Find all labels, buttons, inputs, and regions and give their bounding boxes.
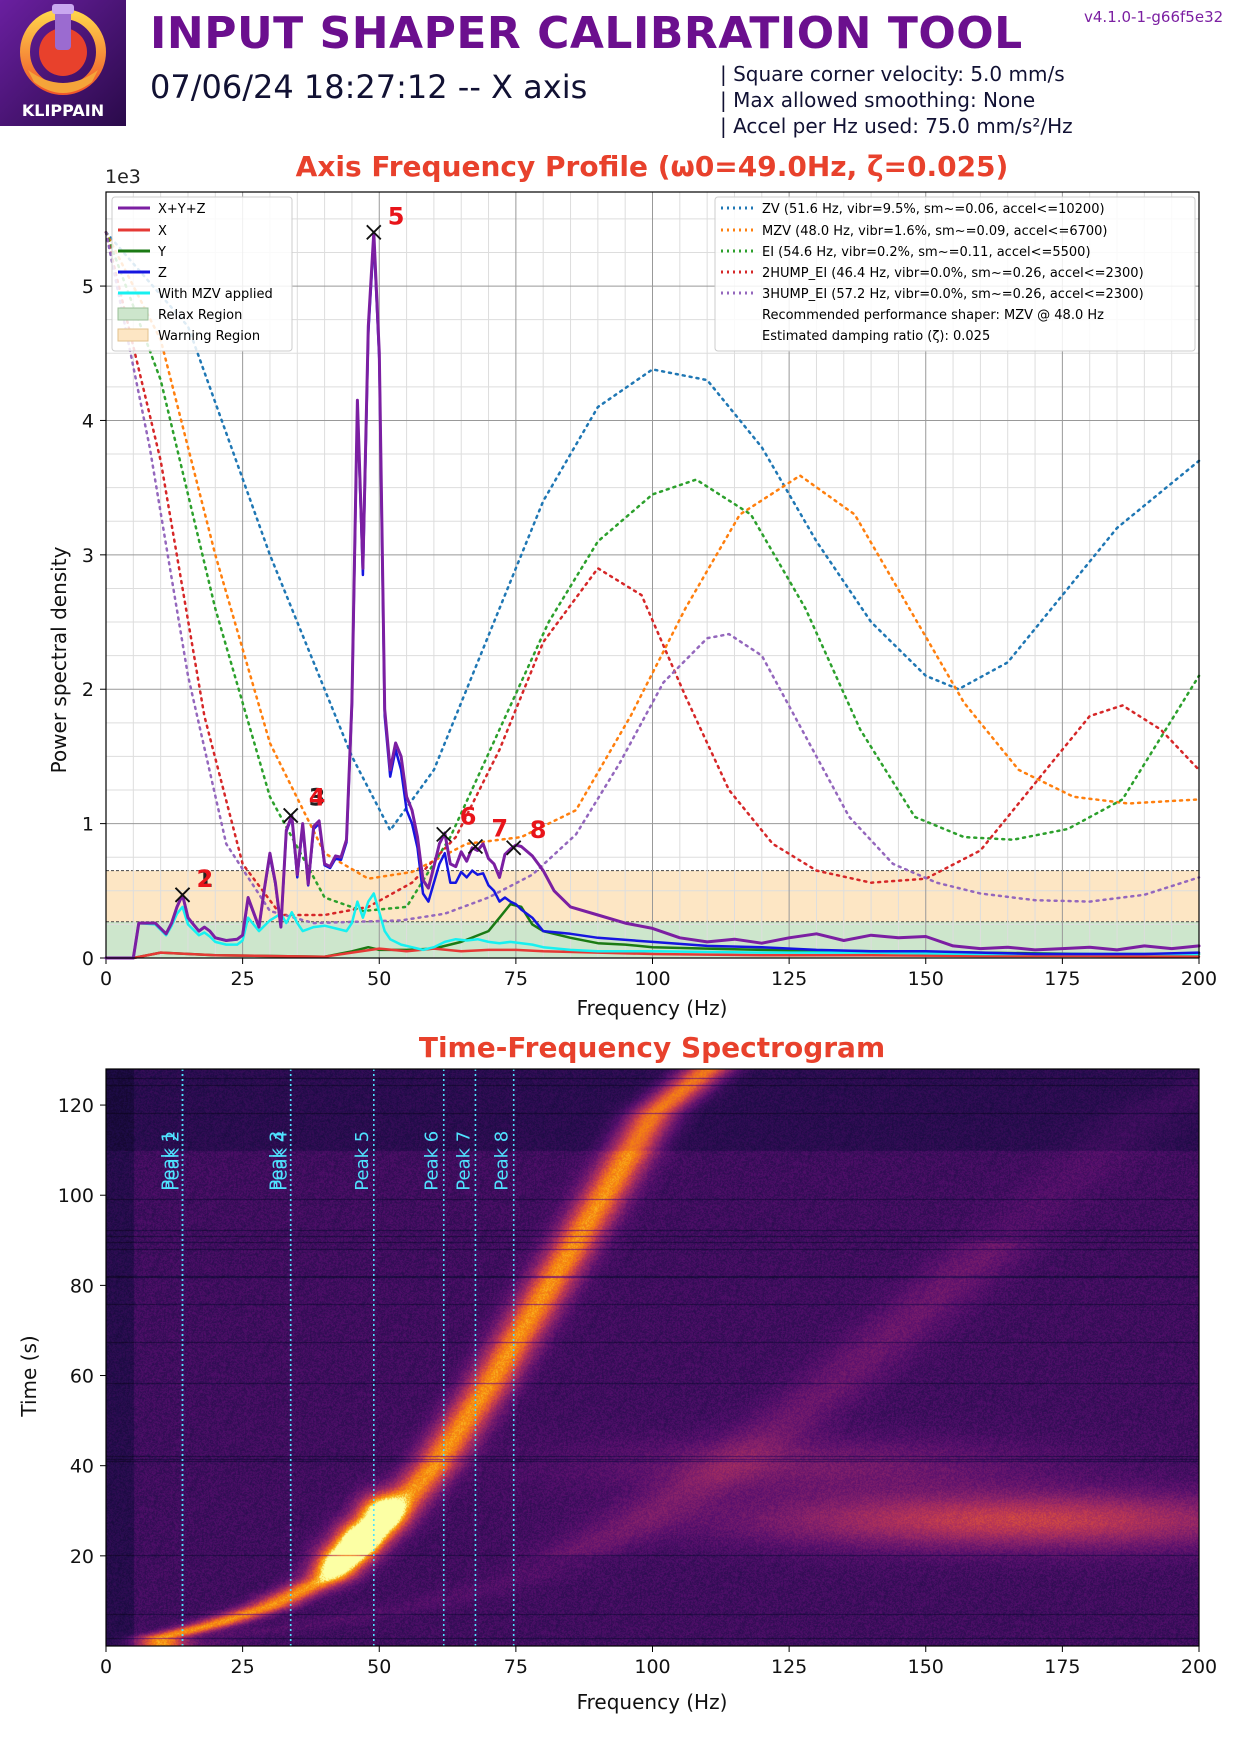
peak-line-label: Peak 2 <box>163 1131 184 1191</box>
peak-marker <box>467 838 484 855</box>
peak-marker <box>366 224 382 240</box>
peak-line-label: Peak 6 <box>422 1131 443 1191</box>
info-square-corner-velocity: | Square corner velocity: 5.0 mm/s <box>720 62 1065 86</box>
legend-right: ZV (51.6 Hz, vibr=9.5%, sm~=0.06, accel<… <box>714 196 1196 352</box>
peak-line-label: Peak 3 <box>267 1131 288 1191</box>
peak-line-label: Peak 5 <box>352 1131 373 1191</box>
peak-marker <box>506 840 522 856</box>
shaper-ei-curve <box>104 231 1201 913</box>
x-tick-label: 175 <box>1044 968 1080 990</box>
psd-x-axis-label: Frequency (Hz) <box>577 996 728 1020</box>
spectrogram-title: Time-Frequency Spectrogram <box>419 1031 885 1064</box>
recommended-shaper-text: Recommended performance shaper: MZV @ 48… <box>762 308 1104 323</box>
legend-z: Z <box>158 266 167 281</box>
x-tick-label: 0 <box>100 1656 112 1678</box>
peak-marker <box>436 826 452 843</box>
spectrogram-chart: Time-Frequency Spectrogram Time (s) Freq… <box>17 1031 1217 1714</box>
x-tick-label: 150 <box>908 1656 944 1678</box>
psd-chart: Axis Frequency Profile (ω0=49.0Hz, ζ=0.0… <box>47 150 1217 1020</box>
x-tick-label: 25 <box>231 1656 255 1678</box>
x-tick-label: 125 <box>771 1656 807 1678</box>
legend-relax-region: Relax Region <box>158 308 242 323</box>
legend-2hump-ei: 2HUMP_EI (46.4 Hz, vibr=0.0%, sm~=0.26, … <box>762 266 1144 281</box>
y-tick-label: 1 <box>82 814 94 836</box>
spectrogram-y-axis-label: Time (s) <box>17 1335 41 1417</box>
spectrogram-x-axis-label: Frequency (Hz) <box>577 1690 728 1714</box>
peak-label: 5 <box>388 202 405 230</box>
legend-3hump-ei: 3HUMP_EI (57.2 Hz, vibr=0.0%, sm~=0.26, … <box>762 287 1144 302</box>
peak-line-label: Peak 4 <box>271 1131 292 1191</box>
y-tick-label: 60 <box>70 1366 94 1388</box>
peak-label: 4 <box>309 784 326 812</box>
shaper-2hump-ei-curve <box>104 231 1201 917</box>
x-tick-label: 100 <box>634 1656 670 1678</box>
x-tick-label: 200 <box>1181 968 1217 990</box>
legend-x: X <box>158 224 167 239</box>
x-tick-label: 200 <box>1181 1656 1217 1678</box>
series-mzv-applied <box>104 892 1201 960</box>
x-tick-label: 50 <box>367 1656 391 1678</box>
y-tick-label: 3 <box>82 545 94 567</box>
x-tick-label: 25 <box>231 968 255 990</box>
peak-line-label: Peak 1 <box>159 1131 180 1191</box>
peak-line-label: Peak 8 <box>492 1131 513 1191</box>
shaper-zv-curve <box>104 231 1201 832</box>
y-tick-label: 40 <box>70 1456 94 1478</box>
legend-ei: EI (54.6 Hz, vibr=0.2%, sm~=0.11, accel<… <box>762 245 1091 260</box>
klippain-logo: KLIPPAIN <box>0 0 126 126</box>
peak-label: 7 <box>491 814 508 842</box>
legend-y: Y <box>157 245 166 260</box>
x-tick-label: 150 <box>908 968 944 990</box>
damping-ratio-text: Estimated damping ratio (ζ): 0.025 <box>762 329 990 344</box>
y-tick-label: 100 <box>58 1185 94 1207</box>
y-tick-label: 20 <box>70 1546 94 1568</box>
y-tick-label: 0 <box>82 948 94 970</box>
peak-label: 8 <box>530 816 547 844</box>
y-tick-label: 2 <box>82 679 94 701</box>
x-tick-label: 75 <box>504 968 528 990</box>
info-accel-per-hz: | Accel per Hz used: 75.0 mm/s²/Hz <box>720 114 1073 138</box>
series-x <box>104 947 1201 960</box>
y-multiplier-label: 1e3 <box>105 166 141 188</box>
y-tick-label: 80 <box>70 1275 94 1297</box>
peak-label: 3 <box>309 784 326 812</box>
y-tick-label: 120 <box>58 1095 94 1117</box>
spectrogram-image-wrapper <box>106 1069 1199 1646</box>
legend-xyz: X+Y+Z <box>158 202 206 217</box>
shaper-mzv-curve <box>104 231 1201 880</box>
shaper-3hump-ei-curve <box>104 231 1201 925</box>
x-tick-label: 50 <box>367 968 391 990</box>
legend-warning-region: Warning Region <box>158 329 260 344</box>
logo-text: KLIPPAIN <box>22 101 104 120</box>
psd-plot-frame <box>105 191 1200 959</box>
y-tick-label: 5 <box>82 276 94 298</box>
info-max-smoothing: | Max allowed smoothing: None <box>720 88 1036 112</box>
legend-mzv-applied: With MZV applied <box>158 287 273 302</box>
peak-label: 6 <box>460 802 477 830</box>
y-tick-label: 4 <box>82 410 94 432</box>
legend-mzv: MZV (48.0 Hz, vibr=1.6%, sm~=0.09, accel… <box>762 224 1108 239</box>
page-title: INPUT SHAPER CALIBRATION TOOL <box>150 8 1023 59</box>
peak-marker <box>283 807 299 824</box>
peak-label: 1 <box>197 865 214 893</box>
peak-label: 2 <box>197 865 214 893</box>
series-xyz <box>104 230 1201 960</box>
legend-zv: ZV (51.6 Hz, vibr=9.5%, sm~=0.06, accel<… <box>762 202 1105 217</box>
x-tick-label: 0 <box>100 968 112 990</box>
spectrogram-heatmap <box>106 1069 1199 1646</box>
x-tick-label: 75 <box>504 1656 528 1678</box>
x-tick-label: 100 <box>634 968 670 990</box>
peak-marker <box>174 887 191 903</box>
peak-line-label: Peak 7 <box>453 1131 474 1191</box>
page-subtitle: 07/06/24 18:27:12 -- X axis <box>150 68 588 106</box>
legend-left: X+Y+Z X Y Z With MZV applied Relax Regio… <box>111 196 293 352</box>
psd-y-axis-label: Power spectral density <box>47 546 71 773</box>
x-tick-label: 175 <box>1044 1656 1080 1678</box>
version-label: v4.1.0-1-g66f5e32 <box>1084 8 1224 26</box>
psd-chart-title: Axis Frequency Profile (ω0=49.0Hz, ζ=0.0… <box>296 150 1009 183</box>
x-tick-label: 125 <box>771 968 807 990</box>
